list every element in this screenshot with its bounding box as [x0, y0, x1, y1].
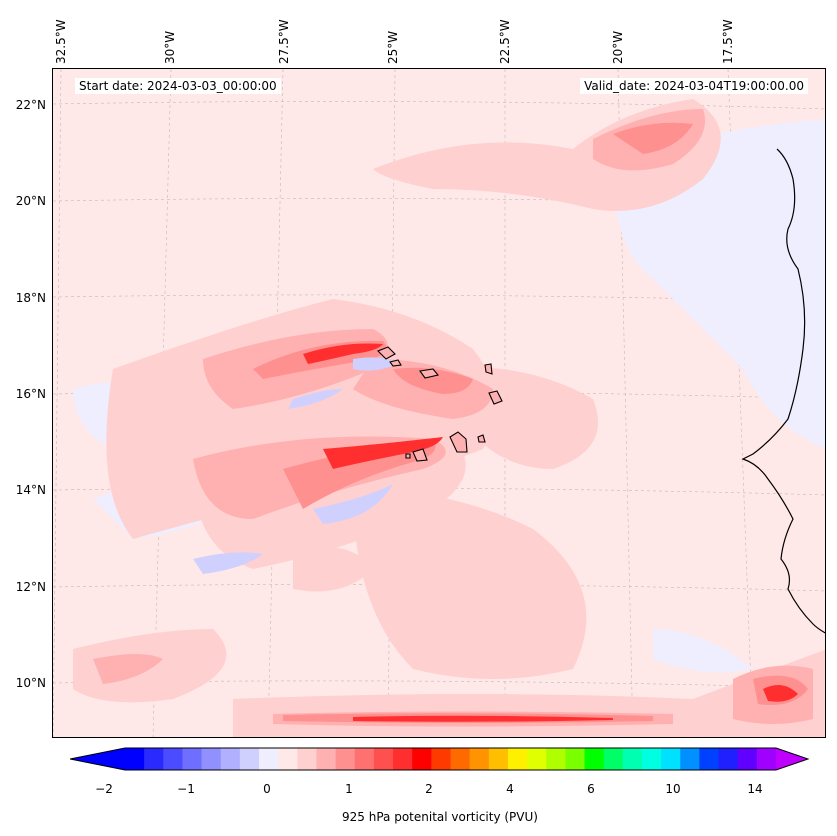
- colorbar-label: 925 hPa potenital vorticity (PVU): [342, 810, 538, 824]
- colorbar-extend-low: [70, 748, 125, 770]
- cb-tick-10: 10: [665, 782, 681, 796]
- colorbar-segment: [220, 748, 241, 770]
- colorbar-segment: [125, 748, 145, 770]
- cb-tick-6: 6: [587, 782, 595, 796]
- islands: [377, 346, 503, 462]
- colorbar-segment: [354, 748, 375, 770]
- colorbar-segment: [756, 748, 777, 770]
- colorbar-segment: [393, 748, 413, 770]
- lat-label-20n: 20°N: [15, 194, 46, 208]
- colorbar-segment: [699, 748, 720, 770]
- lat-label-16n: 16°N: [15, 387, 46, 401]
- colorbar-segment: [239, 748, 260, 770]
- lat-label-18n: 18°N: [15, 291, 46, 305]
- colorbar-segment: [546, 748, 566, 770]
- cb-tick-1: 1: [345, 782, 353, 796]
- lon-label-17-5w: 17.5°W: [721, 19, 735, 64]
- cb-tick-0: 0: [263, 782, 271, 796]
- colorbar-segment: [412, 748, 432, 770]
- lon-label-20w: 20°W: [611, 30, 625, 64]
- bright-red-cores: [303, 343, 798, 722]
- coastline: [741, 148, 825, 634]
- colorbar-segment: [603, 748, 624, 770]
- lon-label-22-5w: 22.5°W: [498, 19, 512, 64]
- lon-label-32-5w: 32.5°W: [54, 19, 68, 64]
- colorbar-segment: [144, 748, 164, 770]
- colorbar-segment: [297, 748, 317, 770]
- cb-tick-minus-2: −2: [95, 782, 113, 796]
- colorbar-segment: [527, 748, 547, 770]
- colorbar-segment: [641, 748, 662, 770]
- colorbar-segment: [584, 748, 605, 770]
- colorbar-segment: [507, 748, 528, 770]
- cb-tick-14: 14: [747, 782, 763, 796]
- lat-label-10n: 10°N: [15, 676, 46, 690]
- valid-date-label: Valid_date: 2024-03-04T19:00:00.00: [580, 78, 808, 94]
- colorbar-segment: [680, 748, 700, 770]
- colorbar-outline: [70, 747, 810, 771]
- colorbar-extend-high: [776, 748, 808, 770]
- colorbar-segment: [201, 748, 222, 770]
- lat-label-22n: 22°N: [15, 98, 46, 112]
- lon-label-27-5w: 27.5°W: [277, 19, 291, 64]
- colorbar-segment: [450, 748, 471, 770]
- start-date-label: Start date: 2024-03-03_00:00:00: [75, 78, 281, 94]
- colorbar-segment: [259, 748, 279, 770]
- colorbar: [70, 747, 810, 771]
- lon-label-25w: 25°W: [386, 30, 400, 64]
- cb-tick-4: 4: [506, 782, 514, 796]
- colorbar-segment: [622, 748, 643, 770]
- colorbar-segment: [431, 748, 451, 770]
- colorbar-segment: [661, 748, 681, 770]
- colorbar-segment: [335, 748, 356, 770]
- colorbar-segment: [182, 748, 203, 770]
- lon-label-30w: 30°W: [163, 30, 177, 64]
- colorbar-segment: [565, 748, 586, 770]
- cb-tick-2: 2: [425, 782, 433, 796]
- colorbar-segment: [373, 748, 394, 770]
- colorbar-segment: [488, 748, 509, 770]
- colorbar-segment: [278, 748, 298, 770]
- blue-streaks: [193, 357, 398, 574]
- pv-contour-map: [53, 69, 825, 737]
- colorbar-segment: [163, 748, 183, 770]
- cb-tick-minus-1: −1: [177, 782, 195, 796]
- colorbar-segment: [737, 748, 758, 770]
- lat-label-12n: 12°N: [15, 580, 46, 594]
- lat-label-14n: 14°N: [15, 483, 46, 497]
- colorbar-segment: [718, 748, 739, 770]
- colorbar-segment: [316, 748, 337, 770]
- colorbar-segment: [469, 748, 490, 770]
- map-panel: [52, 68, 826, 738]
